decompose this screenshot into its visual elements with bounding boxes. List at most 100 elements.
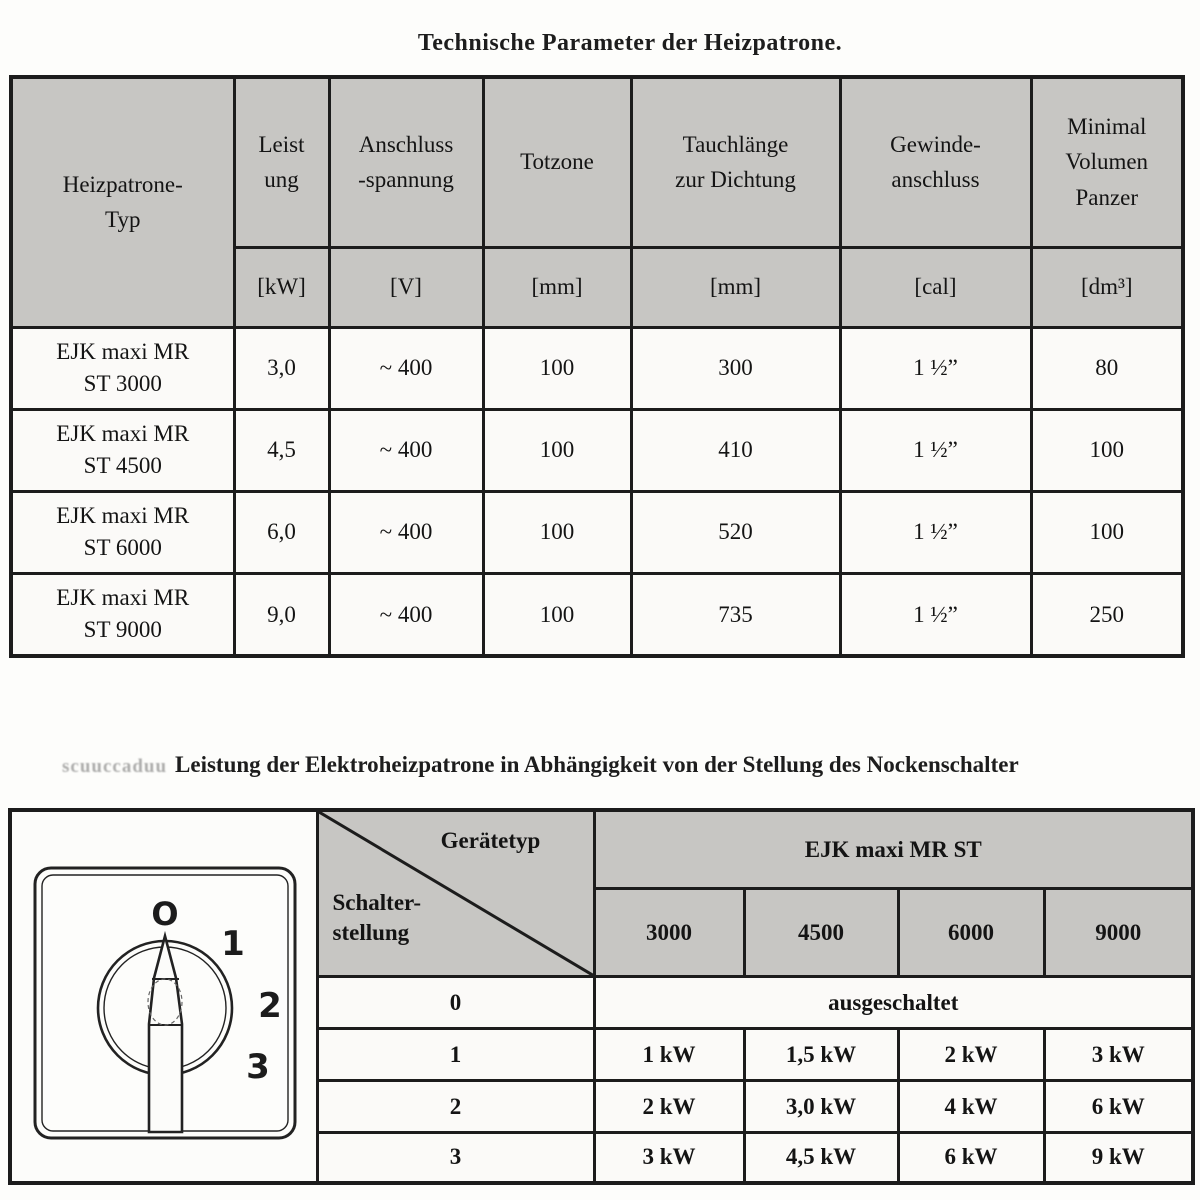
value-cell: 735 — [629, 571, 842, 658]
power-cell: 6 kW — [1042, 1079, 1195, 1134]
value-cell: 410 — [629, 407, 842, 493]
table-row: EJK maxi MR ST 6000 6,0 ~ 400 100 520 1 … — [9, 489, 1185, 575]
faded-illegible-word: scuuccaduu — [62, 756, 168, 777]
value-cell: ~ 400 — [327, 489, 485, 575]
power-cell: 1 kW — [592, 1026, 746, 1083]
value-cell: 100 — [1029, 489, 1185, 575]
type-label: EJK maxi MR ST 3000 — [56, 338, 190, 396]
col-header-minimal-volumen: Minimal Volumen Panzer — [1029, 75, 1185, 249]
rotary-switch-diagram: O 1 2 3 — [8, 808, 319, 1185]
value-cell: 100 — [481, 571, 633, 658]
col-header-totzone: Totzone — [481, 75, 633, 249]
col-header-label: Heizpatrone-Typ — [62, 171, 183, 233]
col-header-tauchlaenge: Tauchlänge zur Dichtung — [629, 75, 842, 249]
page-title: Technische Parameter der Heizpatrone. — [417, 30, 843, 56]
switch-position-cell: 3 — [315, 1130, 596, 1185]
value-cell: 100 — [1029, 407, 1185, 493]
unit-mm-tauchlaenge: [mm] — [629, 245, 842, 329]
value-cell: 1 ½” — [838, 325, 1033, 411]
power-cell: 4,5 kW — [742, 1130, 900, 1185]
diagonal-divider — [319, 812, 593, 975]
switch-position-3-label: 3 — [246, 1047, 270, 1087]
unit-mm-totzone: [mm] — [481, 245, 633, 329]
model-header-9000: 9000 — [1042, 887, 1195, 979]
type-cell: EJK maxi MR ST 4500 — [9, 407, 236, 493]
power-cell: 3 kW — [1042, 1026, 1195, 1083]
value-cell: ~ 400 — [327, 325, 485, 411]
table-row: 3 3 kW 4,5 kW 6 kW 9 kW — [10, 1130, 1195, 1185]
type-cell: EJK maxi MR ST 3000 — [9, 325, 236, 411]
switch-position-2-label: 2 — [258, 986, 282, 1026]
table-row: EJK maxi MR ST 9000 9,0 ~ 400 100 735 1 … — [9, 571, 1185, 658]
col-header-label: Totzone — [520, 149, 594, 175]
power-cell: 6 kW — [896, 1130, 1046, 1185]
value-cell: ~ 400 — [327, 571, 485, 658]
corner-header-cell: Gerätetyp Schalter-stellung — [315, 808, 596, 979]
switch-off-label: O — [152, 895, 179, 933]
power-cell: 2 kW — [896, 1026, 1046, 1083]
col-header-gewindeanschluss: Gewinde-anschluss — [838, 75, 1033, 249]
unit-v: [V] — [327, 245, 485, 329]
corner-label-geraetetyp: Gerätetyp — [440, 828, 541, 853]
col-header-heizpatrone-typ: Heizpatrone-Typ — [9, 75, 236, 329]
value-cell: 520 — [629, 489, 842, 575]
switch-position-cell: 2 — [315, 1079, 596, 1134]
handle-grip-detail — [147, 978, 183, 1026]
value-cell: 1 ½” — [838, 489, 1033, 575]
type-label: EJK maxi MR ST 4500 — [56, 420, 190, 478]
unit-cal: [cal] — [838, 245, 1033, 329]
value-cell: ~ 400 — [327, 407, 485, 493]
table-row: EJK maxi MR ST 3000 3,0 ~ 400 100 300 1 … — [9, 325, 1185, 411]
table-row: 1 1 kW 1,5 kW 2 kW 3 kW — [10, 1026, 1195, 1083]
value-cell: 1 ½” — [838, 407, 1033, 493]
power-cell: 1,5 kW — [742, 1026, 900, 1083]
switch-position-cell: 1 — [315, 1026, 596, 1083]
value-cell: 3,0 — [232, 325, 331, 411]
power-cell: 3,0 kW — [742, 1079, 900, 1134]
value-cell: 300 — [629, 325, 842, 411]
value-cell: 80 — [1029, 325, 1185, 411]
off-state-cell: ausgeschaltet — [592, 975, 1195, 1030]
unit-kw: [kW] — [232, 245, 331, 329]
power-cell: 4 kW — [896, 1079, 1046, 1134]
value-cell: 4,5 — [232, 407, 331, 493]
table-row: EJK maxi MR ST 4500 4,5 ~ 400 100 410 1 … — [9, 407, 1185, 493]
type-cell: EJK maxi MR ST 6000 — [9, 489, 236, 575]
value-cell: 9,0 — [232, 571, 331, 658]
col-header-anschlussspannung: Anschluss-spannung — [327, 75, 485, 249]
value-cell: 6,0 — [232, 489, 331, 575]
type-label: EJK maxi MR ST 6000 — [56, 502, 190, 560]
value-cell: 1 ½” — [838, 571, 1033, 658]
second-section-title: scuuccaduu Leistung der Elektroheizpatron… — [62, 752, 1200, 778]
power-cell: 3 kW — [592, 1130, 746, 1185]
col-header-label: Anschluss-spannung — [358, 131, 454, 193]
model-header-4500: 4500 — [742, 887, 900, 979]
col-header-label: Gewinde-anschluss — [890, 131, 981, 193]
power-cell: 2 kW — [592, 1079, 746, 1134]
col-header-leistung: Leistung — [232, 75, 331, 249]
col-header-label: Minimal Volumen Panzer — [1065, 113, 1149, 211]
series-group-header: EJK maxi MR ST — [592, 808, 1195, 891]
model-header-3000: 3000 — [592, 887, 746, 979]
power-vs-switch-position-table: O 1 2 3 Gerätetyp Schalter-stellung EJK … — [8, 808, 1195, 1185]
table-row: 0 ausgeschaltet — [10, 975, 1195, 1030]
value-cell: 100 — [481, 407, 633, 493]
type-label: EJK maxi MR ST 9000 — [56, 584, 190, 643]
table-row: 2 2 kW 3,0 kW 4 kW 6 kW — [10, 1079, 1195, 1134]
value-cell: 250 — [1029, 571, 1185, 658]
switch-position-cell: 0 — [315, 975, 596, 1030]
parameters-table: Heizpatrone-Typ Leistung Anschluss-spann… — [9, 75, 1185, 658]
switch-position-1-label: 1 — [221, 924, 245, 964]
power-cell: 9 kW — [1042, 1130, 1195, 1185]
col-header-label: Leistung — [258, 131, 305, 193]
col-header-label: Tauchlänge zur Dichtung — [675, 131, 796, 193]
value-cell: 100 — [481, 489, 633, 575]
corner-label-schalterstellung: Schalter-stellung — [332, 890, 422, 945]
model-header-6000: 6000 — [896, 887, 1046, 979]
cam-switch-illustration: O 1 2 3 — [33, 866, 297, 1140]
second-title-text: Leistung der Elektroheizpatrone in Abhän… — [175, 752, 1019, 777]
type-cell: EJK maxi MR ST 9000 — [9, 571, 236, 658]
unit-dm3: [dm³] — [1029, 245, 1185, 329]
value-cell: 100 — [481, 325, 633, 411]
